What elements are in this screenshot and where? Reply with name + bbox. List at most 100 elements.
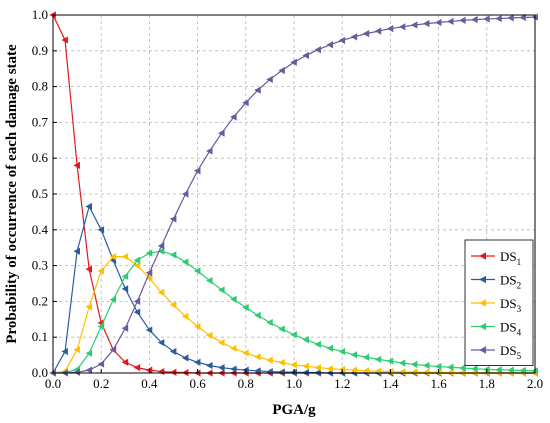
data-point-ds5 <box>326 41 334 49</box>
legend-swatch-marker <box>479 275 487 284</box>
data-point-ds4 <box>507 366 514 374</box>
y-tick-label: 0.7 <box>32 114 49 129</box>
grid-lines <box>53 15 535 373</box>
data-point-ds5 <box>109 346 117 354</box>
data-point-ds4 <box>181 258 189 266</box>
legend-label: DS4 <box>500 320 522 338</box>
data-point-ds5 <box>73 368 80 376</box>
y-tick-label: 0.4 <box>32 222 49 237</box>
data-point-ds4 <box>422 361 430 370</box>
data-point-ds3 <box>302 362 309 370</box>
data-point-ds4 <box>194 267 201 275</box>
data-point-ds5 <box>206 147 213 155</box>
data-point-ds1 <box>169 368 177 376</box>
data-point-ds1 <box>133 364 141 372</box>
data-point-ds5 <box>350 33 358 41</box>
legend-item-ds3: DS3 <box>471 296 522 314</box>
data-point-ds3 <box>266 356 273 364</box>
data-point-ds4 <box>206 277 213 285</box>
data-point-ds1 <box>121 358 129 366</box>
data-point-ds4 <box>338 347 346 356</box>
data-point-ds3 <box>194 322 201 331</box>
x-axis-title: PGA/g <box>272 402 316 418</box>
x-tick-label: 0.6 <box>189 376 206 391</box>
data-point-ds5 <box>447 17 454 26</box>
data-point-ds3 <box>278 359 285 367</box>
data-point-ds4 <box>133 256 141 264</box>
data-point-ds4 <box>266 318 273 327</box>
legend-item-ds1: DS1 <box>471 249 521 267</box>
data-point-ds3 <box>181 312 189 321</box>
data-point-ds5 <box>519 13 526 22</box>
x-tick-label: 1.6 <box>430 376 447 391</box>
axis-ticks: 0.0 0.2 0.4 0.6 0.8 1.0 1.2 1.4 1.6 1.8 2.0 0.0 0.1 0… <box>32 7 543 391</box>
legend-item-ds2: DS2 <box>471 273 521 291</box>
y-tick-label: 1.0 <box>32 7 48 22</box>
data-point-ds2 <box>194 358 201 366</box>
data-point-ds5 <box>471 16 478 24</box>
data-point-ds3 <box>121 253 129 261</box>
data-point-ds3 <box>157 288 165 297</box>
data-point-ds3 <box>218 338 225 347</box>
data-point-ds5 <box>495 14 502 23</box>
data-point-ds4 <box>121 272 129 280</box>
data-point-ds4 <box>398 359 406 367</box>
data-point-ds3 <box>206 331 213 340</box>
data-point-ds1 <box>157 367 165 376</box>
x-tick-label: 0.2 <box>93 376 109 391</box>
data-point-ds5 <box>169 215 177 223</box>
data-point-ds2 <box>230 365 237 373</box>
legend-label: DS1 <box>500 249 521 267</box>
y-tick-label: 0.1 <box>32 329 48 344</box>
data-point-ds3 <box>109 253 117 261</box>
y-tick-label: 0.0 <box>32 365 48 380</box>
data-point-ds2 <box>73 247 80 255</box>
data-point-ds4 <box>386 357 394 365</box>
data-point-ds4 <box>230 295 237 303</box>
legend-swatch-marker <box>479 299 487 307</box>
data-point-ds4 <box>495 366 502 374</box>
data-point-ds5 <box>459 16 466 24</box>
data-point-ds3 <box>230 344 237 352</box>
data-point-ds5 <box>121 324 129 332</box>
data-point-ds5 <box>194 167 201 175</box>
legend-label: DS5 <box>500 343 522 361</box>
x-tick-label: 0.0 <box>45 376 61 391</box>
data-point-ds4 <box>459 364 466 372</box>
y-tick-label: 0.2 <box>32 293 48 308</box>
data-point-ds2 <box>302 368 309 377</box>
data-point-ds4 <box>362 353 370 361</box>
data-point-ds5 <box>507 14 514 22</box>
data-point-ds3 <box>242 349 249 357</box>
data-point-ds5 <box>145 269 153 277</box>
data-point-ds3 <box>133 262 141 270</box>
x-tick-label: 2.0 <box>527 376 543 391</box>
data-point-ds4 <box>314 340 321 348</box>
x-tick-label: 1.4 <box>382 376 399 391</box>
data-point-ds4 <box>302 336 309 344</box>
data-point-ds5 <box>266 75 273 84</box>
data-point-ds4 <box>278 325 285 333</box>
data-point-ds3 <box>314 364 321 372</box>
data-point-ds5 <box>374 27 382 35</box>
data-point-ds2 <box>169 347 177 356</box>
data-point-ds4 <box>435 362 442 371</box>
data-point-ds5 <box>314 46 321 54</box>
x-tick-label: 0.8 <box>238 376 254 391</box>
series-ds5 <box>49 13 538 377</box>
y-tick-label: 0.9 <box>32 43 48 58</box>
data-point-ds4 <box>254 311 261 319</box>
legend-swatch-marker <box>479 346 487 354</box>
data-point-ds4 <box>169 251 177 259</box>
data-point-ds4 <box>374 355 382 363</box>
data-point-ds2 <box>278 368 285 376</box>
data-point-ds2 <box>145 326 153 334</box>
y-tick-label: 0.3 <box>32 258 48 273</box>
data-point-ds4 <box>519 366 526 375</box>
data-point-ds2 <box>218 364 225 372</box>
data-point-ds5 <box>338 36 346 45</box>
data-point-ds5 <box>218 129 225 137</box>
data-point-ds5 <box>398 23 406 31</box>
data-point-ds5 <box>230 113 237 121</box>
data-point-ds5 <box>483 15 490 23</box>
